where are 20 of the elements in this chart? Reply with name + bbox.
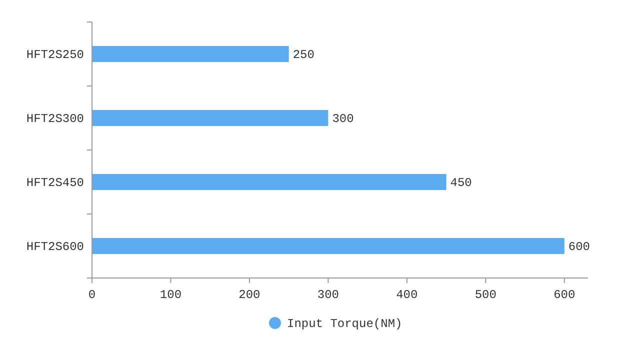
y-tick-label: HFT2S450: [26, 176, 84, 190]
x-tick-label: 0: [88, 288, 96, 302]
data-label: 300: [332, 112, 354, 126]
x-tick-label: 100: [160, 288, 182, 302]
data-label: 250: [292, 48, 314, 62]
y-tick-label: HFT2S250: [26, 48, 84, 62]
x-tick-label: 200: [238, 288, 260, 302]
x-tick-label: 600: [554, 288, 576, 302]
y-tick-label: HFT2S300: [26, 112, 84, 126]
bar: [92, 110, 328, 126]
bar: [92, 174, 446, 190]
y-tick-label: HFT2S600: [26, 240, 84, 254]
x-tick-label: 500: [474, 288, 496, 302]
bar: [92, 46, 289, 62]
x-tick-label: 300: [317, 288, 339, 302]
x-tick-label: 400: [396, 288, 418, 302]
bar: [92, 238, 564, 254]
data-label: 450: [450, 176, 472, 190]
data-label: 600: [568, 240, 590, 254]
legend-label: Input Torque(NM): [287, 317, 402, 331]
